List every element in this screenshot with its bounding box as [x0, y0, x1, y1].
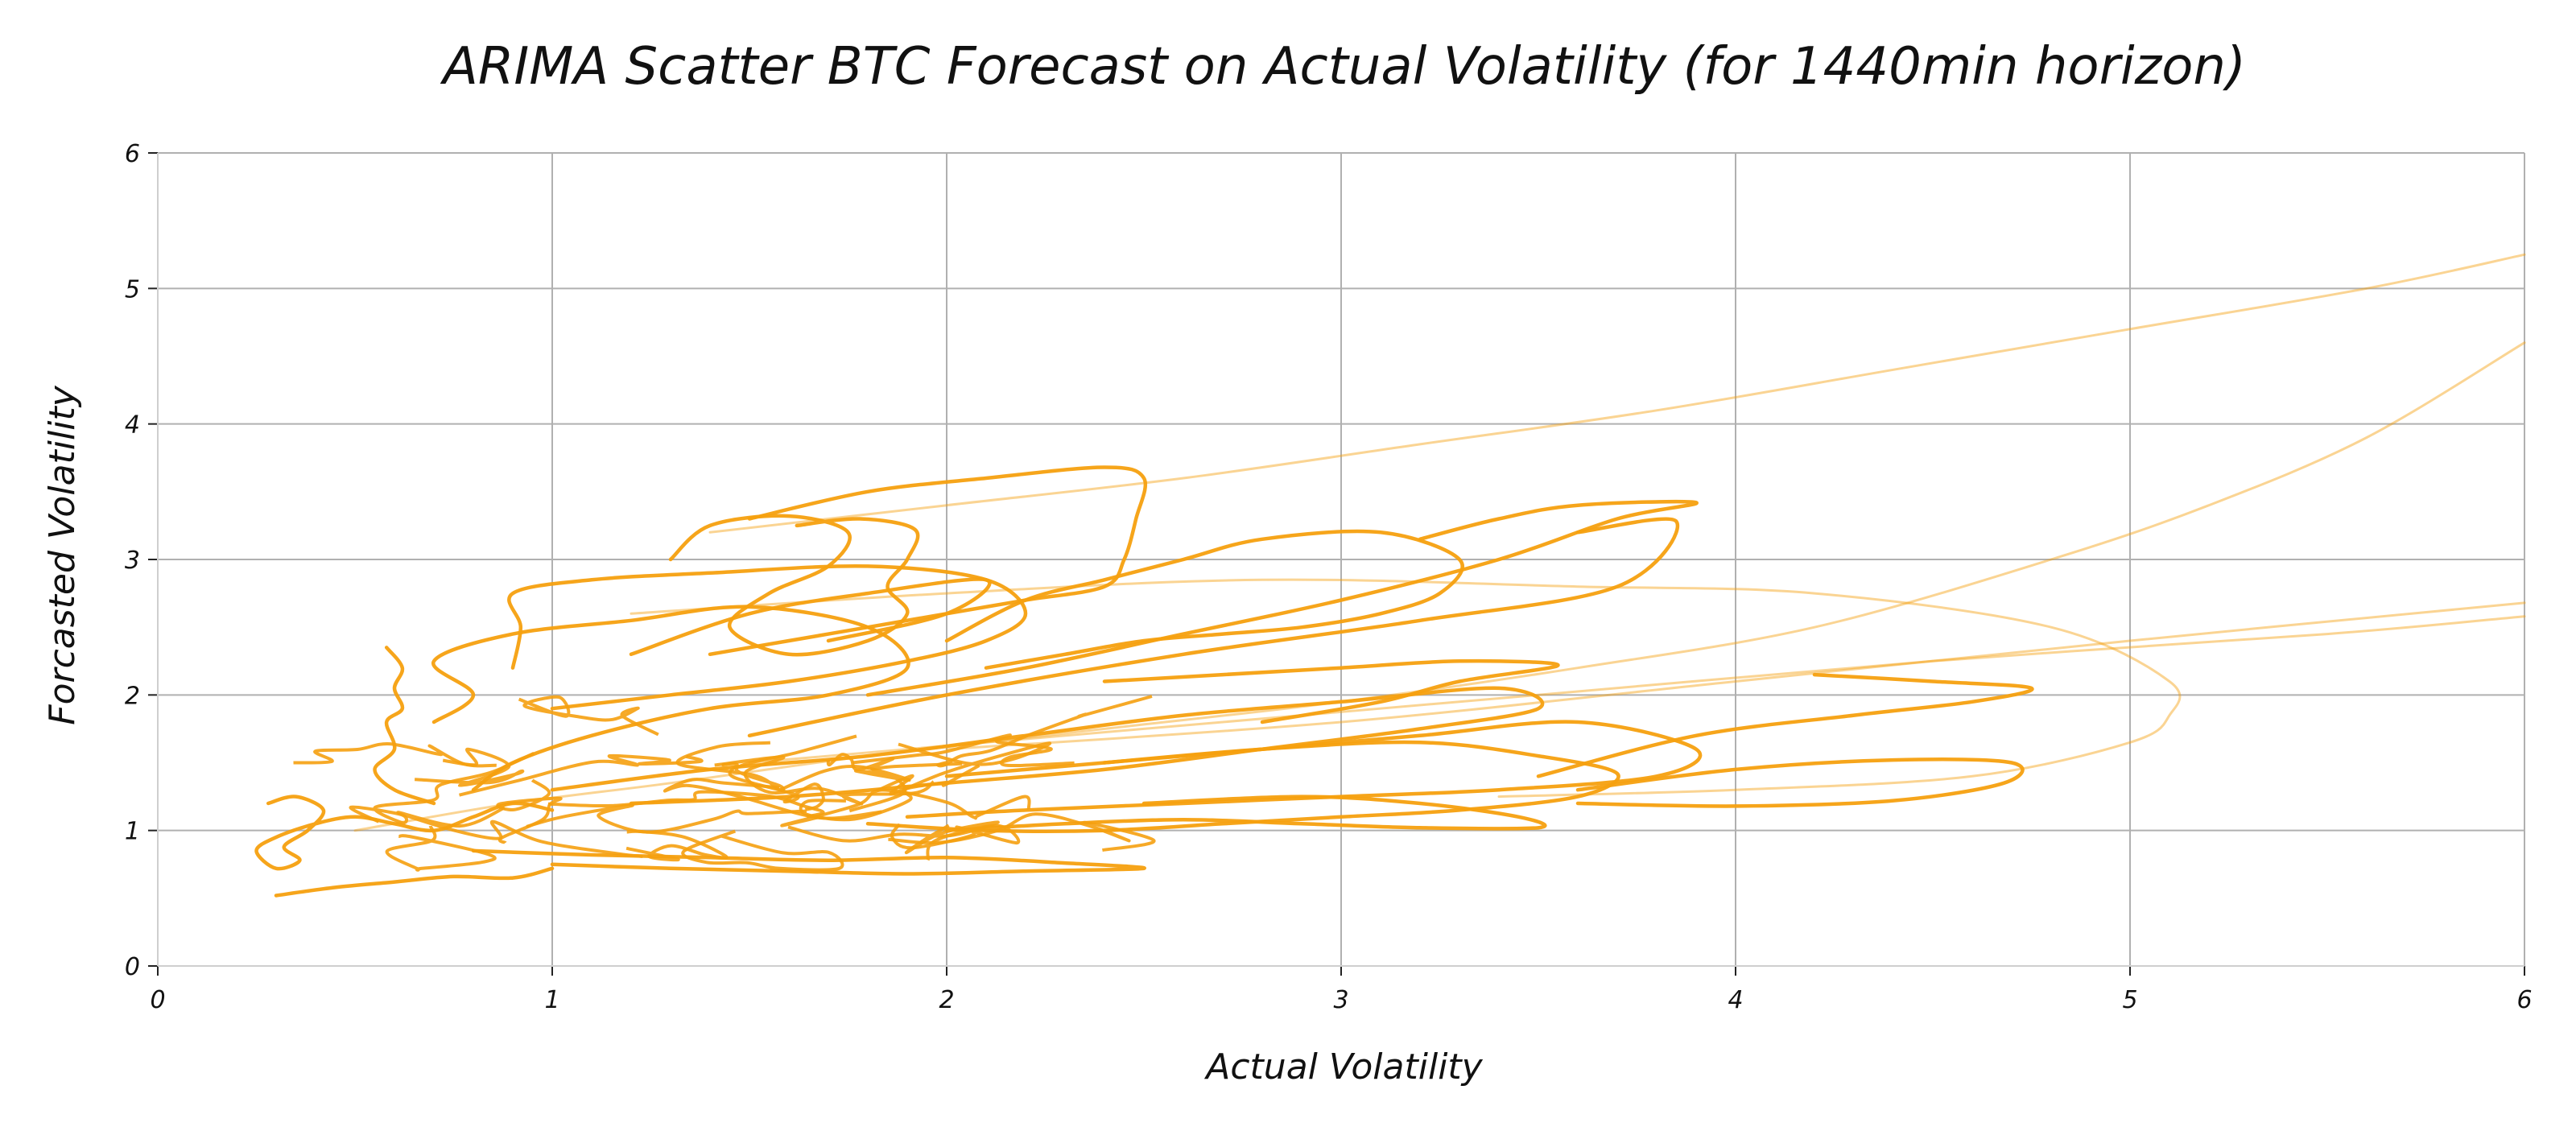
series-trace-20	[1536, 672, 2034, 778]
cluster-trace	[496, 778, 563, 844]
series-trace-15	[865, 499, 1699, 697]
cluster-trace	[799, 764, 980, 822]
series-trace-1	[353, 341, 2526, 832]
data-series	[254, 253, 2526, 898]
series-trace-23	[550, 686, 1545, 806]
x-tick-label: 4	[1728, 986, 1743, 1014]
series-trace-2	[708, 253, 2526, 534]
cluster-trace	[349, 751, 535, 825]
y-tick-label: 2	[125, 682, 140, 710]
series-trace-10	[507, 563, 1028, 711]
x-tick-label: 6	[2516, 986, 2532, 1014]
cluster-trace	[293, 742, 497, 768]
x-tick-label: 5	[2122, 986, 2137, 1014]
x-tick-label: 2	[939, 986, 954, 1014]
cluster-trace	[787, 820, 1000, 854]
series-trace-6	[254, 795, 555, 871]
cluster-trace	[526, 803, 807, 834]
cluster-trace	[681, 829, 844, 872]
cluster-trace	[852, 733, 1075, 768]
cluster-trace	[714, 755, 935, 806]
cluster-trace	[826, 753, 963, 772]
cluster-trace	[385, 825, 497, 872]
y-tick-label: 4	[125, 411, 140, 440]
cluster-trace	[780, 788, 1031, 828]
cluster-trace	[876, 741, 1051, 796]
series-trace-12	[708, 465, 1148, 657]
cluster-trace	[888, 812, 1156, 852]
series-trace-21	[1102, 658, 1560, 724]
y-axis-label: Forcasted Volatility	[42, 385, 83, 724]
series-trace-24	[944, 795, 1547, 832]
cluster-trace	[518, 695, 659, 737]
y-tick-label: 6	[125, 140, 140, 168]
series-trace-4	[945, 601, 2526, 751]
cluster-trace	[459, 753, 704, 797]
grid-lines	[158, 152, 2525, 966]
axes: 0 1 2 3 4 5 6 0 1 2 3 4 5 6	[125, 140, 2533, 1014]
series-trace-5	[748, 615, 2526, 764]
series-trace-19	[1575, 757, 2025, 808]
x-axis-label: Actual Volatility	[1203, 1046, 1483, 1088]
cluster-trace	[721, 762, 825, 811]
series-trace-8	[373, 646, 436, 806]
y-tick-label: 3	[125, 547, 140, 575]
series-trace-16	[747, 517, 1680, 738]
series-trace-11	[668, 514, 920, 657]
cluster-trace	[415, 747, 525, 788]
y-tick-label: 0	[125, 953, 140, 981]
series-trace-14	[944, 529, 1464, 670]
series-trace-7	[274, 866, 555, 898]
y-tick-label: 5	[125, 275, 140, 303]
series-trace-22	[471, 848, 1146, 876]
y-tick-label: 1	[125, 818, 140, 846]
x-tick-label: 3	[1333, 986, 1348, 1014]
x-tick-label: 1	[544, 986, 559, 1014]
series-trace-17	[865, 740, 1620, 833]
x-tick-label: 0	[150, 986, 165, 1014]
chart-title: ARIMA Scatter BTC Forecast on Actual Vol…	[440, 37, 2246, 97]
series-trace-13	[629, 577, 992, 657]
